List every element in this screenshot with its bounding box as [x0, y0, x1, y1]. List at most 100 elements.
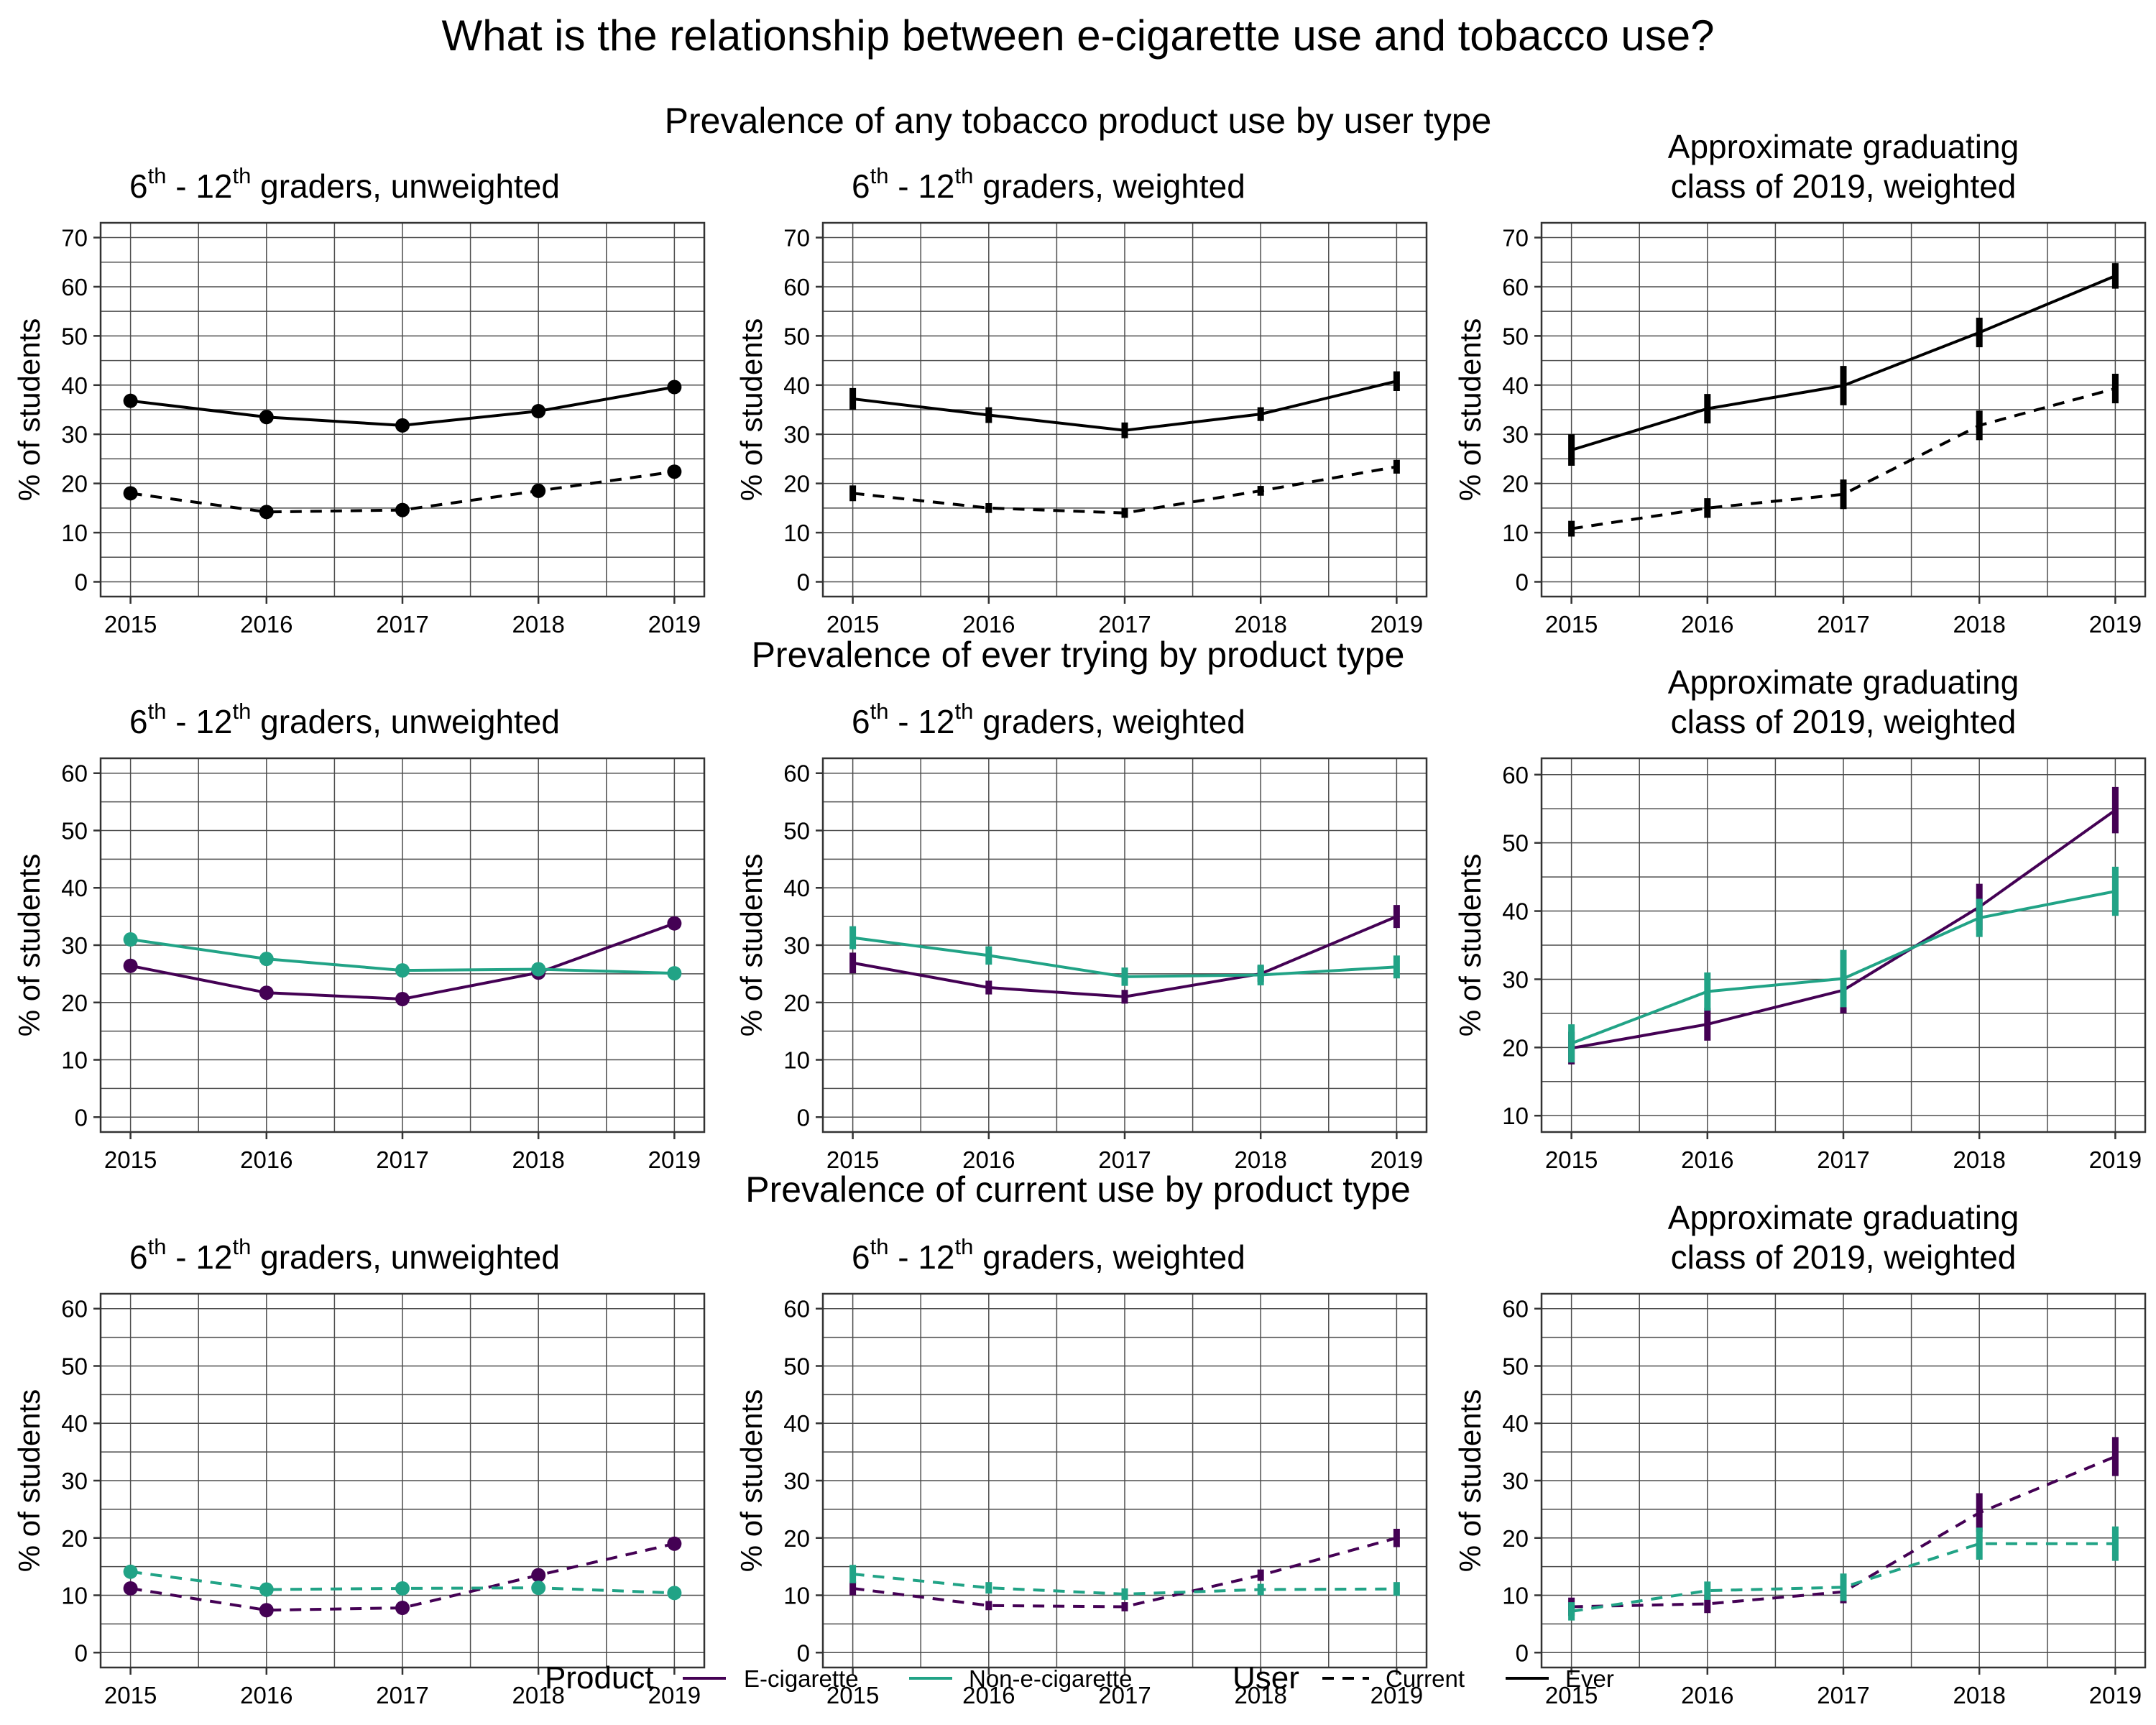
legend-title-product: Product	[545, 1660, 654, 1696]
panel-subtitle-line2: class of 2019, weighted	[1671, 1238, 2017, 1276]
data-point	[123, 1581, 138, 1596]
y-tick-label: 30	[61, 932, 88, 959]
panel-0-1: 0 10 20 30 40 50 60 70 2015 2016 2017 2018 2019 % of …	[734, 163, 1428, 638]
y-tick-label: 40	[1502, 1410, 1529, 1437]
data-point	[667, 916, 682, 931]
data-point	[259, 1582, 274, 1597]
x-tick-label: 2018	[1234, 611, 1286, 638]
y-tick-label: 20	[783, 471, 810, 497]
x-tick-label: 2017	[1098, 1146, 1151, 1173]
subtitle-grade-end: - 12	[888, 167, 954, 205]
y-tick-label: 50	[783, 323, 810, 349]
section-title-tobacco: Prevalence of any tobacco product use by…	[665, 101, 1492, 141]
series-non-e-cigarette-current	[123, 1564, 682, 1601]
subtitle-grade-end: - 12	[166, 1238, 232, 1276]
subtitle-sup: th	[870, 699, 889, 724]
x-tick-label: 2017	[1098, 611, 1151, 638]
y-tick-label: 0	[1516, 569, 1529, 595]
y-tick-label: 30	[783, 421, 810, 448]
panel-1-0: 0 10 20 30 40 50 60 2015 2016 2017 2018 2019 % of st…	[12, 699, 706, 1173]
y-tick-label: 20	[1502, 471, 1529, 497]
gridlines	[1542, 223, 2145, 597]
y-tick-label: 10	[783, 1047, 810, 1074]
y-tick-label: 20	[61, 471, 88, 497]
y-tick-label: 50	[1502, 830, 1529, 857]
y-tick-label: 60	[783, 274, 810, 300]
panels: 0 10 20 30 40 50 60 70 2015 2016 2017 2018 2019 % of …	[12, 128, 2147, 1708]
data-point	[531, 962, 546, 977]
y-tick-label: 10	[1502, 1583, 1529, 1609]
panel-subtitle: 6th - 12th graders, weighted	[852, 163, 1245, 205]
x-tick-label: 2018	[1953, 1682, 2005, 1708]
x-tick-label: 2017	[1817, 1682, 1869, 1708]
y-tick-label: 0	[75, 1639, 88, 1666]
subtitle-grade-end: - 12	[888, 1238, 954, 1276]
x-tick-label: 2018	[1953, 1146, 2005, 1173]
x-tick-label: 2015	[1545, 1682, 1598, 1708]
y-tick-label: 10	[783, 520, 810, 546]
y-tick-label: 0	[797, 1104, 810, 1131]
y-tick-label: 50	[61, 1353, 88, 1379]
y-axis-label: % of students	[12, 1389, 46, 1572]
subtitle-rest: graders, weighted	[973, 167, 1245, 205]
subtitle-rest: graders, unweighted	[251, 1238, 560, 1276]
series-line	[130, 1542, 675, 1612]
y-tick-label: 0	[75, 569, 88, 595]
data-point	[395, 418, 410, 433]
x-tick-label: 2016	[962, 611, 1015, 638]
y-tick-label: 30	[783, 1468, 810, 1494]
data-point	[395, 963, 410, 978]
y-tick-label: 60	[61, 274, 88, 300]
panel-1-2: 10 20 30 40 50 60 2015 2016 2017 2018 2019 % of stu…	[1453, 663, 2147, 1173]
panel-subtitle: 6th - 12th graders, unweighted	[129, 1234, 560, 1276]
x-tick-label: 2015	[1545, 1146, 1598, 1173]
x-tick-label: 2016	[240, 1682, 292, 1708]
data-point	[123, 932, 138, 947]
series-line	[1571, 1542, 2116, 1613]
series-any-tobacco-ever	[849, 371, 1400, 438]
legend-label-ever: Ever	[1565, 1665, 1614, 1692]
x-tick-label: 2015	[826, 1146, 879, 1173]
series-any-tobacco-current	[849, 459, 1400, 518]
panel-2-2: 0 10 20 30 40 50 60 2015 2016 2017 2018 2019 % of st…	[1453, 1199, 2147, 1708]
y-tick-label: 50	[61, 817, 88, 844]
data-point	[259, 1603, 274, 1618]
x-tick-label: 2019	[648, 611, 701, 638]
y-tick-label: 30	[783, 932, 810, 959]
x-tick-label: 2016	[1681, 611, 1733, 638]
y-tick-label: 30	[1502, 1468, 1529, 1494]
x-tick-label: 2016	[962, 1682, 1015, 1708]
y-tick-label: 50	[1502, 1353, 1529, 1379]
data-point	[531, 1568, 546, 1583]
subtitle-sup: th	[870, 1234, 889, 1259]
y-tick-label: 60	[61, 1296, 88, 1322]
x-tick-label: 2015	[104, 1146, 157, 1173]
x-tick-label: 2019	[648, 1682, 701, 1708]
subtitle-sup: th	[233, 1234, 252, 1259]
y-tick-label: 30	[1502, 966, 1529, 993]
data-point	[123, 393, 138, 408]
subtitle-sup: th	[148, 699, 167, 724]
legend-title-user: User	[1233, 1660, 1299, 1696]
y-tick-label: 50	[783, 1353, 810, 1379]
x-tick-label: 2017	[1817, 1146, 1869, 1173]
y-tick-label: 10	[1502, 520, 1529, 546]
y-tick-label: 30	[1502, 421, 1529, 448]
series-line	[1571, 387, 2116, 530]
x-tick-label: 2018	[512, 1146, 564, 1173]
data-point	[395, 991, 410, 1006]
data-point	[667, 1586, 682, 1601]
series-non-e-cigarette-ever	[849, 926, 1400, 986]
y-tick-label: 70	[61, 225, 88, 252]
y-tick-label: 60	[1502, 274, 1529, 300]
panel-0-0: 0 10 20 30 40 50 60 70 2015 2016 2017 2018 2019 % of …	[12, 163, 706, 638]
data-point	[531, 1581, 546, 1596]
data-point	[667, 1536, 682, 1551]
subtitle-sup: th	[233, 699, 252, 724]
panel-0-2: 0 10 20 30 40 50 60 70 2015 2016 2017 2018 2019 % of …	[1453, 128, 2147, 638]
x-tick-label: 2019	[1370, 611, 1423, 638]
subtitle-rest: graders, weighted	[973, 703, 1245, 740]
data-point	[395, 1601, 410, 1616]
x-tick-label: 2018	[1234, 1146, 1286, 1173]
